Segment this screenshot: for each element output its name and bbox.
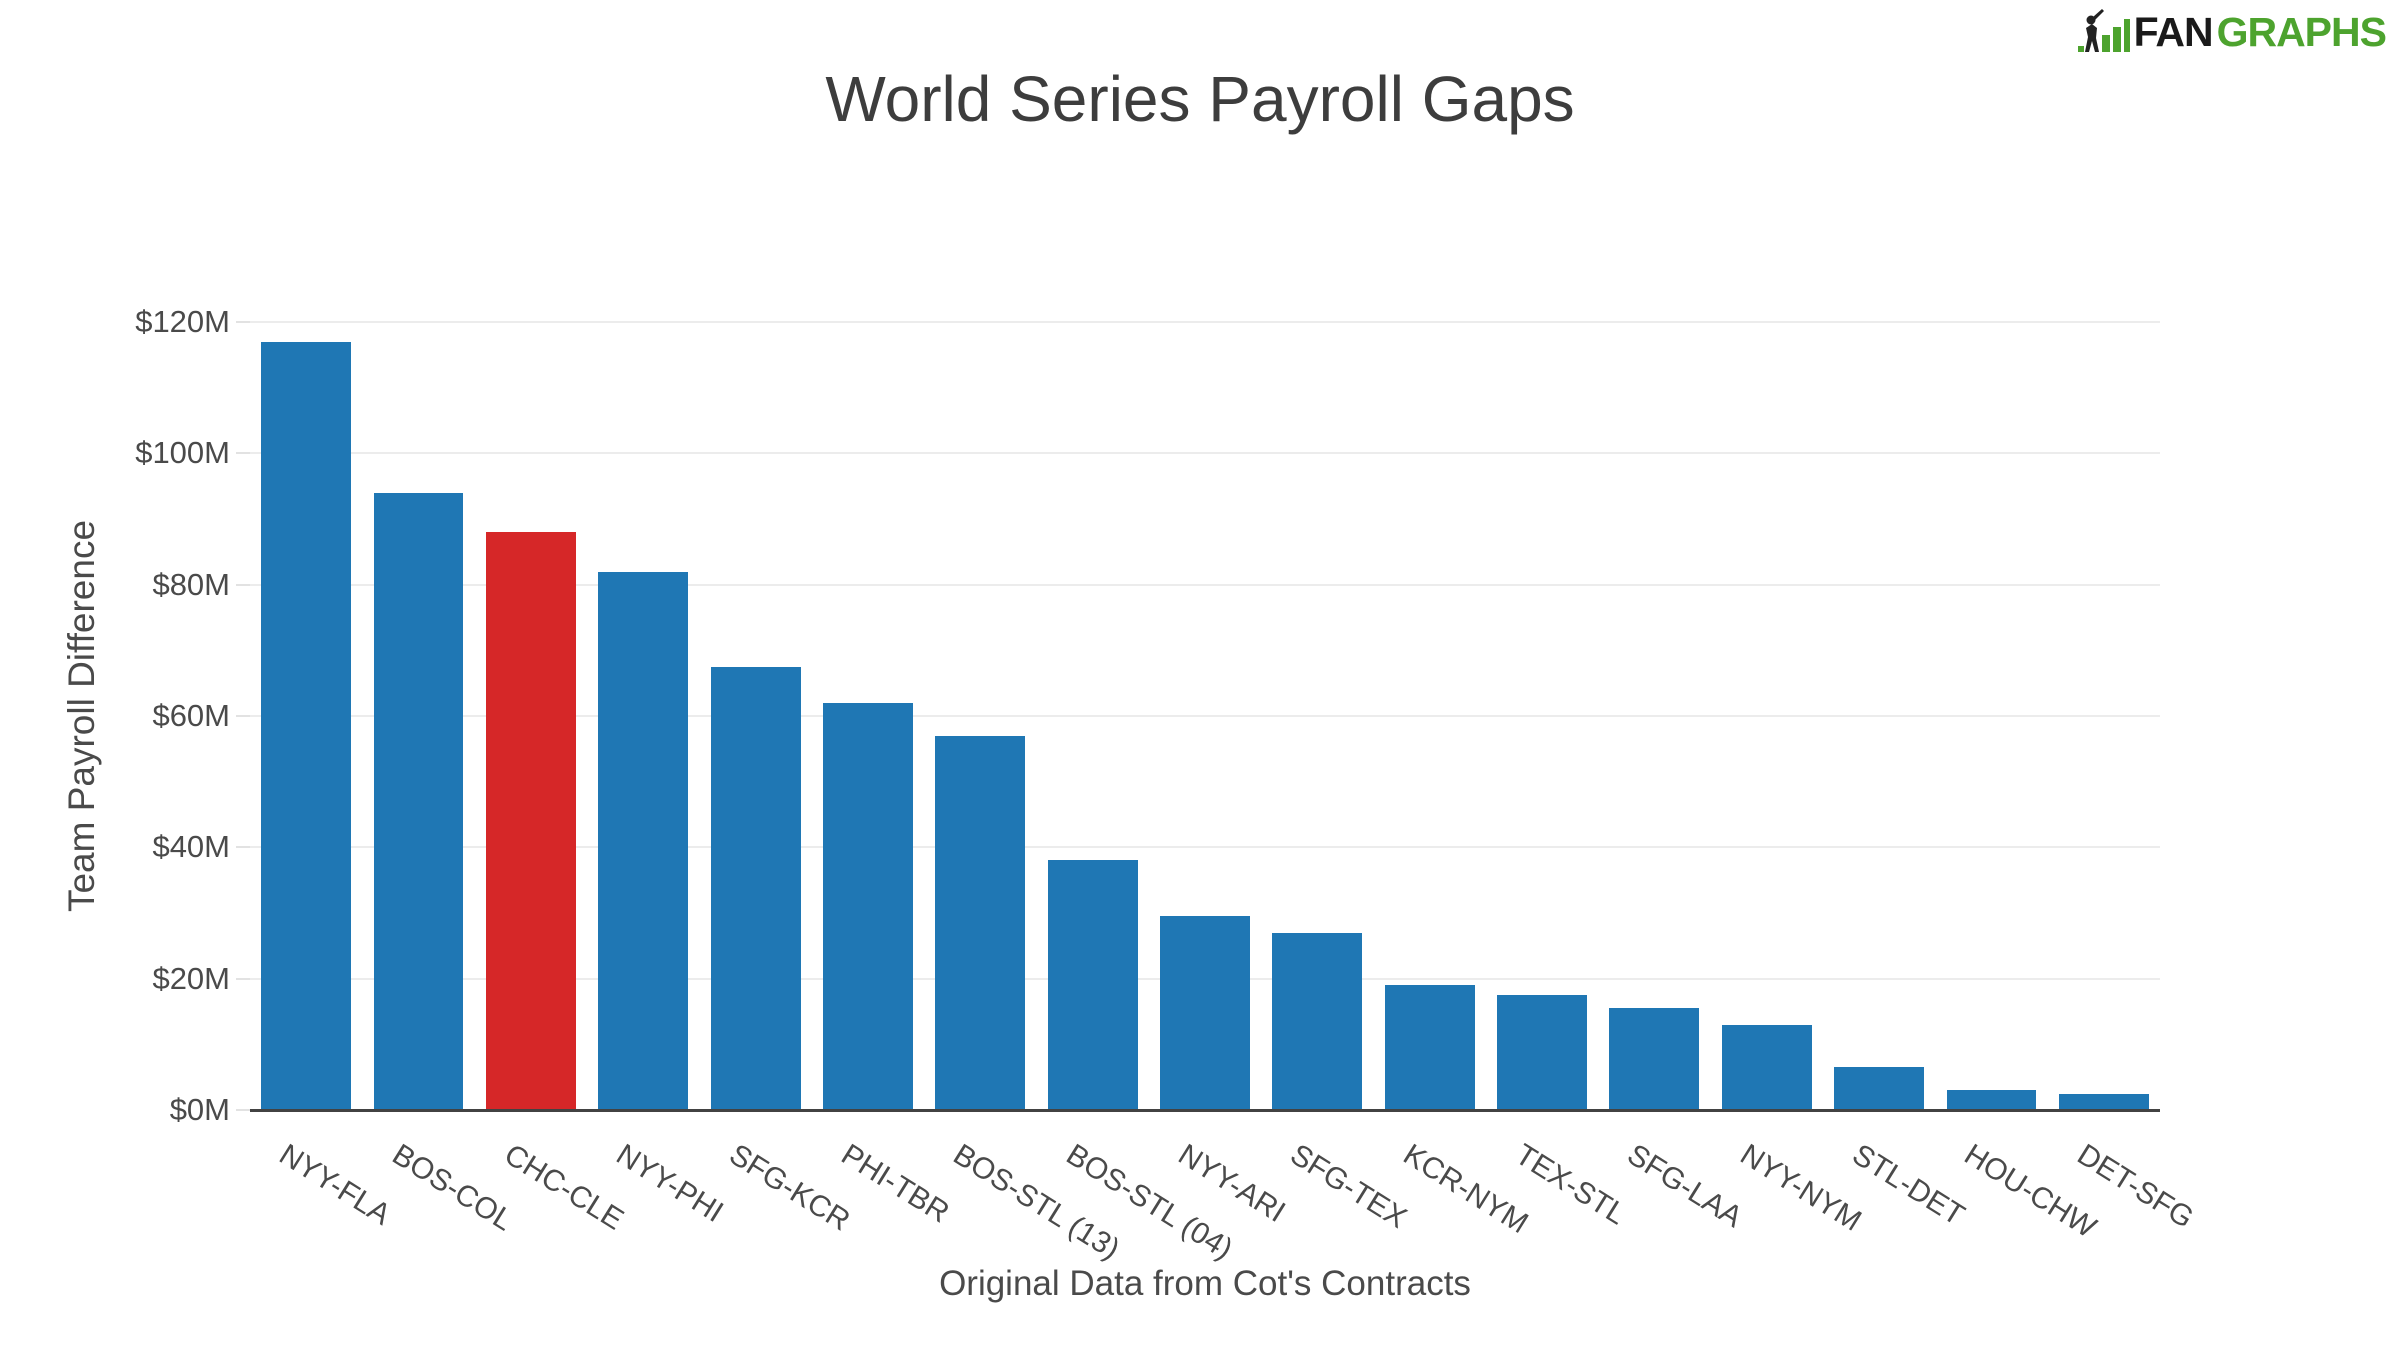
bar-KCR-NYM — [1384, 985, 1475, 1110]
y-tick-label: $120M — [135, 304, 230, 339]
bar-STL-DET — [1834, 1067, 1925, 1110]
x-tick-label-STL-DET: STL-DET — [1846, 1138, 1971, 1233]
x-tick-label-SFG-LAA: SFG-LAA — [1621, 1138, 1749, 1235]
bar-BOS-STL (04) — [1047, 860, 1138, 1110]
bar-chart-plot-area: $0M $20M $40M $60M $80M $100M $120M NYY-FLA BOS-… — [135, 304, 2199, 1266]
y-tick-label: $20M — [152, 960, 230, 996]
y-tick-mark — [236, 977, 250, 980]
x-axis-title: Original Data from Cot's Contracts — [939, 1264, 1471, 1303]
fangraphs-batter-icon — [2077, 9, 2130, 52]
x-axis-line — [250, 1109, 2160, 1112]
y-tick-mark — [236, 715, 250, 717]
x-tick-label-NYY-PHI: NYY-PHI — [610, 1138, 730, 1230]
y-tick-label: $60M — [152, 698, 230, 733]
bar-NYY-PHI — [598, 571, 689, 1110]
gridline-$100M — [250, 452, 2160, 455]
bar-CHC-CLE — [485, 532, 576, 1110]
gridline-$80M — [250, 583, 2160, 586]
y-tick-label: $0M — [169, 1092, 230, 1127]
x-tick-label-KCR-NYM: KCR-NYM — [1397, 1138, 1534, 1241]
gridline-$120M — [250, 321, 2160, 323]
y-tick-label: $100M — [135, 435, 230, 471]
chart-title: World Series Payroll Gaps — [825, 63, 1575, 135]
bar-SFG-KCR — [710, 666, 801, 1110]
bar-DET-SFG — [2058, 1093, 2149, 1110]
bar-HOU-CHW — [1946, 1090, 2037, 1110]
y-tick-mark — [236, 583, 250, 586]
bar-NYY-FLA — [261, 341, 352, 1110]
y-tick-mark — [236, 846, 250, 849]
bar-BOS-COL — [373, 492, 464, 1110]
x-tick-label-NYY-NYM: NYY-NYM — [1734, 1138, 1867, 1238]
bar-PHI-TBR — [823, 702, 913, 1110]
logo-text-graphs: GRAPHS — [2216, 9, 2387, 55]
x-tick-label-BOS-COL: BOS-COL — [386, 1138, 519, 1238]
x-tick-label-NYY-FLA: NYY-FLA — [273, 1138, 397, 1232]
gridline-$60M — [250, 715, 2160, 717]
bar-TEX-STL — [1497, 995, 1587, 1110]
y-tick-mark — [236, 321, 250, 323]
fangraphs-logo: FAN GRAPHS — [2077, 8, 2387, 56]
bar-BOS-STL (13) — [935, 735, 1026, 1110]
x-tick-label-SFG-KCR: SFG-KCR — [723, 1138, 856, 1238]
y-tick-label: $80M — [152, 566, 230, 602]
x-tick-label-CHC-CLE: CHC-CLE — [498, 1138, 629, 1237]
bar-SFG-LAA — [1609, 1008, 1700, 1110]
y-tick-mark — [236, 452, 250, 455]
x-tick-label-PHI-TBR: PHI-TBR — [835, 1138, 955, 1230]
bar-SFG-TEX — [1272, 932, 1363, 1110]
y-tick-label: $40M — [152, 829, 230, 865]
gridline-$40M — [250, 846, 2160, 849]
bar-NYY-NYM — [1721, 1024, 1812, 1110]
y-tick-mark — [236, 1109, 250, 1111]
y-axis-title: Team Payroll Difference — [61, 519, 102, 913]
logo-text-fan: FAN — [2133, 9, 2214, 55]
x-tick-label-SFG-TEX: SFG-TEX — [1284, 1138, 1413, 1235]
bar-NYY-ARI — [1160, 916, 1250, 1110]
